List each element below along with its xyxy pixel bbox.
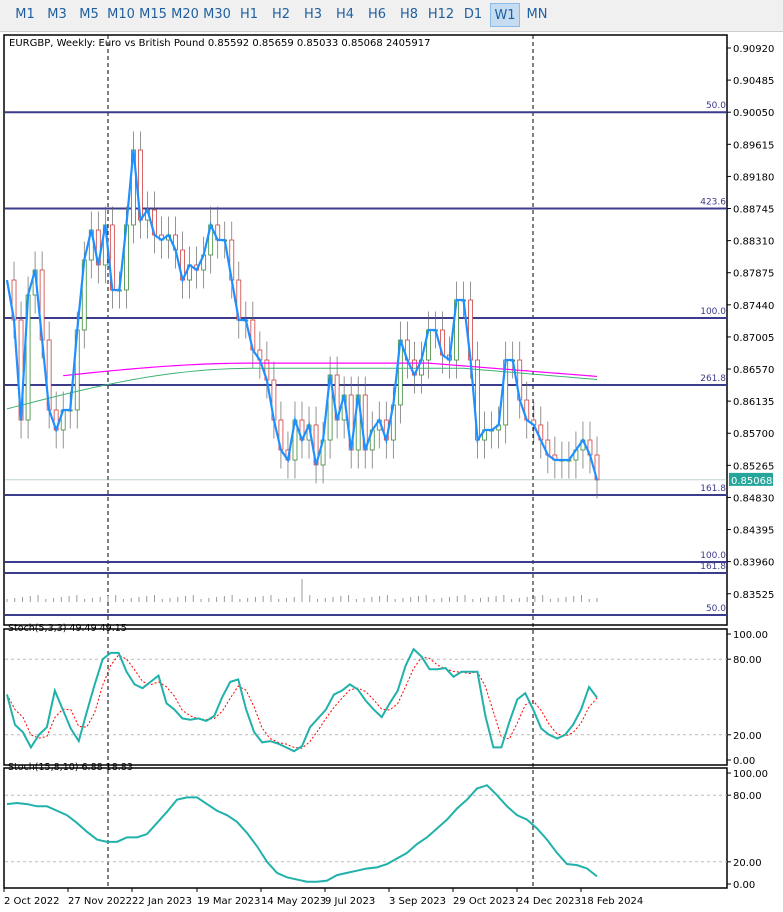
timeframe-m5[interactable]: M5 bbox=[79, 7, 99, 22]
stoch-label: Stoch(15,8,10) 6.88 18.83 bbox=[8, 762, 133, 773]
timeframe-h8[interactable]: H8 bbox=[399, 7, 419, 22]
timeframe-h2[interactable]: H2 bbox=[271, 7, 291, 22]
stoch1-panel bbox=[3, 628, 728, 766]
timeframe-d1[interactable]: D1 bbox=[463, 7, 483, 22]
fib-level-label: 50.0 bbox=[706, 604, 726, 614]
price-chart[interactable]: 0.90920 0.90485 0.90050 0.89615 0.89180 0.887… bbox=[0, 31, 783, 912]
date-label: 19 Mar 2023 bbox=[197, 896, 260, 907]
timeframe-m30[interactable]: M30 bbox=[203, 7, 231, 22]
date-label: 9 Jul 2023 bbox=[325, 896, 375, 907]
price-tick-label: 0.87875 bbox=[733, 269, 774, 280]
date-label: 3 Sep 2023 bbox=[389, 896, 446, 907]
fib-level-label: 100.0 bbox=[700, 307, 726, 317]
stoch-tick-label: 80.00 bbox=[733, 655, 762, 666]
timeframe-m15[interactable]: M15 bbox=[139, 7, 167, 22]
stoch2-panel bbox=[3, 767, 728, 889]
price-tick-label: 0.85700 bbox=[733, 429, 774, 440]
stoch-tick-label: 100.00 bbox=[733, 630, 768, 641]
stoch-tick-label: 100.00 bbox=[733, 769, 768, 780]
price-tick-label: 0.87440 bbox=[733, 301, 774, 312]
timeframe-w1[interactable]: W1 bbox=[490, 3, 520, 27]
date-label: 14 May 2023 bbox=[261, 896, 326, 907]
price-tick-label: 0.87005 bbox=[733, 333, 774, 344]
timeframe-h1[interactable]: H1 bbox=[239, 7, 259, 22]
stoch-tick-label: 0.00 bbox=[733, 880, 755, 891]
fib-level-label: 100.0 bbox=[700, 551, 726, 561]
timeframe-m20[interactable]: M20 bbox=[171, 7, 199, 22]
stoch-tick-label: 0.00 bbox=[733, 756, 755, 767]
price-tick-label: 0.86570 bbox=[733, 365, 774, 376]
price-tick-label: 0.86135 bbox=[733, 397, 774, 408]
timeframe-m1[interactable]: M1 bbox=[15, 7, 35, 22]
price-tick-label: 0.84395 bbox=[733, 526, 774, 537]
price-tick-label: 0.90050 bbox=[733, 108, 774, 119]
fib-level-label: 161.8 bbox=[700, 484, 726, 494]
date-label: 18 Feb 2024 bbox=[581, 896, 643, 907]
date-label: 27 Nov 2022 bbox=[68, 896, 132, 907]
price-badge-label: 0.85068 bbox=[731, 476, 772, 487]
date-label: 22 Jan 2023 bbox=[132, 896, 192, 907]
price-tick-label: 0.90920 bbox=[733, 44, 774, 55]
stoch-main-line bbox=[6, 647, 598, 753]
timeframe-m3[interactable]: M3 bbox=[47, 7, 67, 22]
main-panel bbox=[3, 34, 728, 626]
price-tick-label: 0.84830 bbox=[733, 493, 774, 504]
price-tick-label: 0.83960 bbox=[733, 558, 774, 569]
timeframe-toolbar: M1 M3 M5 M10 M15 M20 M30 H1 H2 H3 H4 H6 H8 H12 D1 W1 MN bbox=[0, 0, 783, 32]
moving-average-green bbox=[6, 367, 598, 410]
timeframe-h3[interactable]: H3 bbox=[303, 7, 323, 22]
fib-level-label: 423.6 bbox=[700, 198, 726, 208]
timeframe-m10[interactable]: M10 bbox=[107, 7, 135, 22]
price-tick-label: 0.83525 bbox=[733, 590, 774, 601]
fib-level-label: 50.0 bbox=[706, 101, 726, 111]
price-badge bbox=[729, 472, 773, 486]
moving-average-magenta bbox=[63, 362, 598, 378]
timeframe-mn[interactable]: MN bbox=[526, 7, 548, 22]
date-label: 29 Oct 2023 bbox=[453, 896, 515, 907]
date-label: 2 Oct 2022 bbox=[4, 896, 59, 907]
price-tick-label: 0.85265 bbox=[733, 461, 774, 472]
stoch-tick-label: 80.00 bbox=[733, 791, 762, 802]
stoch-main-line bbox=[6, 784, 598, 883]
close-price-line bbox=[5, 149, 599, 481]
date-label: 24 Dec 2023 bbox=[517, 896, 581, 907]
timeframe-h4[interactable]: H4 bbox=[335, 7, 355, 22]
price-tick-label: 0.88310 bbox=[733, 237, 774, 248]
timeframe-h6[interactable]: H6 bbox=[367, 7, 387, 22]
fib-level-label: 261.8 bbox=[700, 374, 726, 384]
stoch-tick-label: 20.00 bbox=[733, 858, 762, 869]
stoch-label: Stoch(5,3,3) 49.49 49.15 bbox=[8, 623, 127, 634]
stoch-signal-line bbox=[6, 654, 598, 749]
price-tick-label: 0.88745 bbox=[733, 205, 774, 216]
price-tick-label: 0.89615 bbox=[733, 140, 774, 151]
price-tick-label: 0.89180 bbox=[733, 172, 774, 183]
price-tick-label: 0.90485 bbox=[733, 76, 774, 87]
timeframe-h12[interactable]: H12 bbox=[427, 7, 455, 22]
fib-level-label: 161.8 bbox=[700, 562, 726, 572]
chart-header: EURGBP, Weekly: Euro vs British Pound 0.… bbox=[9, 38, 430, 49]
stoch-tick-label: 20.00 bbox=[733, 731, 762, 742]
